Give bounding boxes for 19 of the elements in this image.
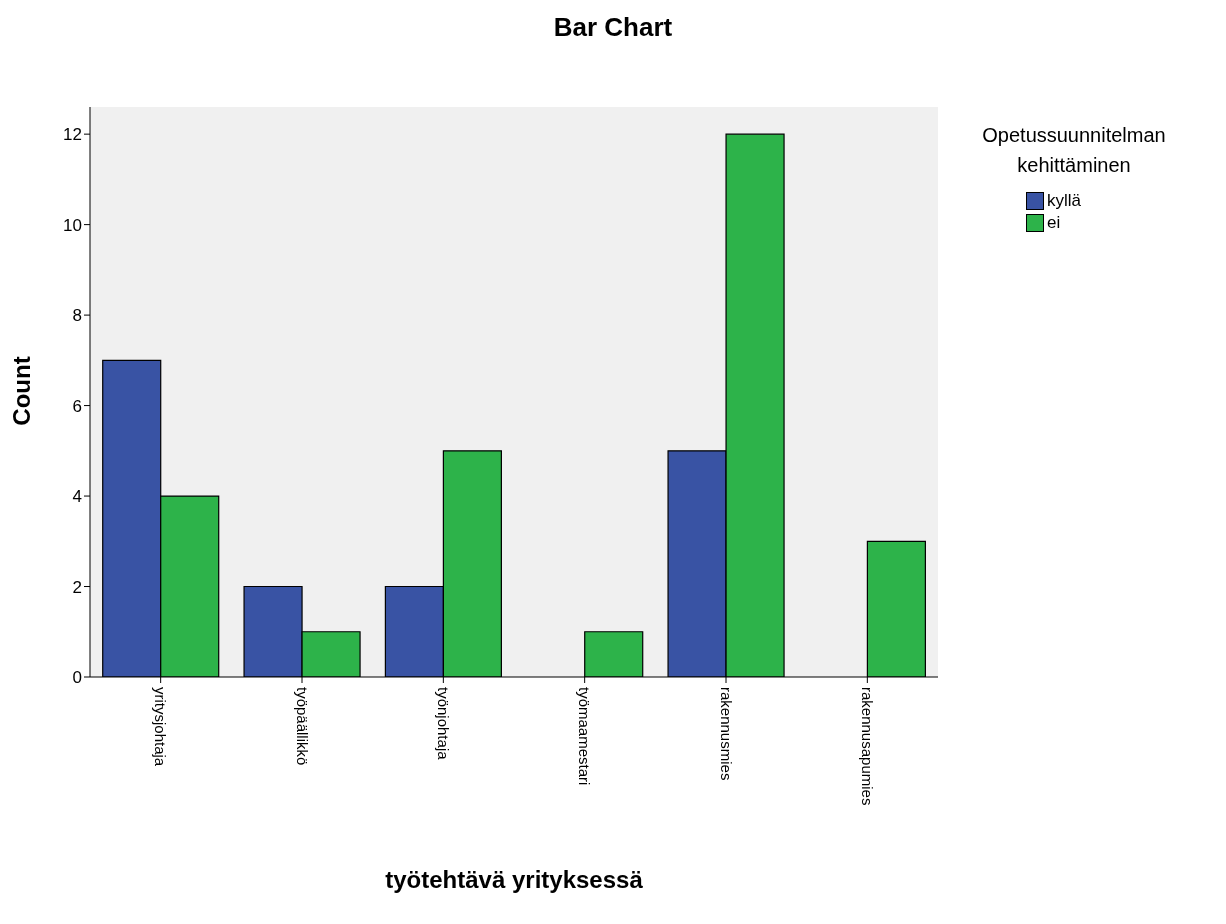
y-tick-label: 12	[63, 125, 82, 145]
y-tick-label: 4	[72, 487, 82, 507]
x-tick-label: rakennusapumies	[858, 687, 876, 806]
x-tick-label: työnjohtaja	[434, 687, 452, 761]
y-tick-label: 0	[72, 668, 82, 688]
y-axis-title: Count	[8, 355, 36, 428]
legend-title: Opetussuunnitelman kehittäminen	[981, 123, 1167, 178]
y-tick-label: 10	[63, 215, 82, 235]
legend-label: kyllä	[1047, 191, 1082, 211]
chart-title: Bar Chart	[552, 12, 674, 43]
y-tick-label: 2	[72, 577, 82, 597]
y-tick-label: 8	[72, 306, 82, 326]
x-axis-title: työtehtävä yrityksessä	[384, 866, 644, 894]
y-tick-label: 6	[72, 396, 82, 416]
x-tick-label: yritysjohtaja	[152, 687, 170, 767]
x-tick-label: rakennusmies	[717, 687, 735, 781]
x-tick-label: työmaamestari	[576, 687, 594, 786]
legend-label: ei	[1047, 213, 1061, 233]
x-tick-label: työpäällikkö	[293, 687, 311, 766]
